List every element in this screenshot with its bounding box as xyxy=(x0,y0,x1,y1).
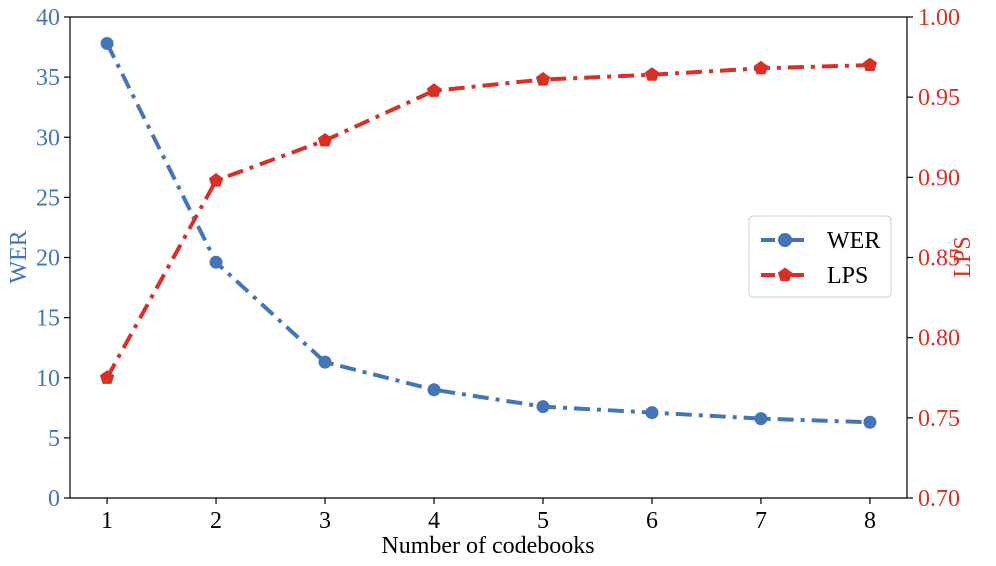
point-wer xyxy=(427,383,441,397)
right-tick-label: 1.00 xyxy=(918,5,960,31)
point-wer xyxy=(318,355,332,369)
point-lps xyxy=(317,132,333,147)
x-tick-label: 3 xyxy=(319,508,331,534)
left-tick-label: 40 xyxy=(36,5,60,31)
x-tick-label: 2 xyxy=(210,508,222,534)
x-tick-label: 4 xyxy=(428,508,440,534)
point-wer xyxy=(645,406,659,420)
right-y-axis-label: LPS xyxy=(950,236,976,277)
left-tick-label: 25 xyxy=(36,185,60,211)
point-lps xyxy=(208,173,224,187)
legend-wer-label: WER xyxy=(827,228,880,254)
x-tick-label: 6 xyxy=(646,508,658,534)
left-y-axis-label: WER xyxy=(6,230,32,283)
legend-wer-marker xyxy=(778,233,792,247)
x-tick-label: 8 xyxy=(864,508,876,534)
point-lps xyxy=(753,60,769,75)
point-lps xyxy=(99,370,115,384)
x-axis-label: Number of codebooks xyxy=(381,533,594,559)
legend-lps-label: LPS xyxy=(827,263,868,289)
point-wer xyxy=(100,36,114,50)
point-lps xyxy=(644,67,660,81)
legend-lps-marker xyxy=(777,267,793,282)
series-layer xyxy=(99,36,878,429)
point-lps xyxy=(426,83,442,97)
series-line-wer xyxy=(105,42,871,425)
x-tick-label: 1 xyxy=(101,508,113,534)
point-wer xyxy=(536,400,550,414)
right-tick-label: 0.85 xyxy=(918,246,960,272)
right-tick-label: 0.75 xyxy=(918,406,960,432)
series-line-lps xyxy=(105,63,871,379)
left-tick-label: 35 xyxy=(36,65,60,91)
left-tick-label: 10 xyxy=(36,366,60,392)
right-y-axis: 0.70 0.75 0.80 0.85 0.90 0.95 1.00 xyxy=(907,5,960,512)
left-tick-label: 30 xyxy=(36,125,60,151)
left-tick-label: 20 xyxy=(36,246,60,272)
x-tick-label: 5 xyxy=(537,508,549,534)
point-lps xyxy=(862,57,878,72)
left-tick-label: 0 xyxy=(48,486,60,512)
legend: WER LPS xyxy=(748,215,892,298)
point-wer xyxy=(863,415,877,429)
right-tick-label: 0.90 xyxy=(918,165,960,191)
left-y-axis: 0 5 10 15 20 25 30 35 40 xyxy=(36,5,70,512)
point-wer xyxy=(754,412,768,426)
point-wer xyxy=(209,255,223,269)
x-axis: 1 2 3 4 5 6 7 8 xyxy=(101,498,876,534)
left-tick-label: 15 xyxy=(36,306,60,332)
right-tick-label: 0.95 xyxy=(918,85,960,111)
left-tick-label: 5 xyxy=(48,426,60,452)
right-tick-label: 0.70 xyxy=(918,486,960,512)
x-tick-label: 7 xyxy=(755,508,767,534)
right-tick-label: 0.80 xyxy=(918,326,960,352)
point-lps xyxy=(535,72,551,86)
